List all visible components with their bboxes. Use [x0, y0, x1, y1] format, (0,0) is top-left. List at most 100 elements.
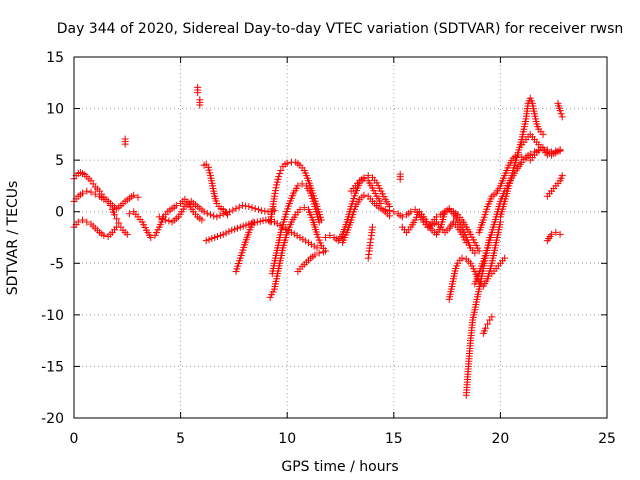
data-point [315, 249, 323, 257]
data-point [518, 153, 526, 161]
data-point [202, 237, 210, 245]
series-arc-y [488, 254, 509, 278]
data-point [232, 205, 240, 213]
data-point [432, 213, 440, 221]
data-point [165, 217, 173, 225]
data-point [194, 89, 202, 97]
data-point [271, 187, 279, 195]
data-point [556, 230, 564, 238]
y-axis-label: SDTVAR / TECUs [5, 181, 21, 296]
data-point [100, 195, 108, 203]
x-tick-label: 10 [278, 431, 296, 447]
data-point [365, 251, 373, 259]
data-point [203, 209, 211, 217]
plot-frame [73, 56, 608, 419]
data-point [526, 150, 534, 158]
data-point [236, 223, 244, 231]
data-point [262, 216, 270, 224]
series-arc-g [202, 216, 321, 252]
data-point [367, 235, 375, 243]
data-point [539, 146, 547, 154]
data-point [205, 236, 213, 244]
data-point [319, 248, 327, 256]
data-point [214, 232, 222, 240]
data-point [162, 216, 170, 224]
data-point [445, 206, 453, 214]
data-point [248, 204, 256, 212]
series-isolated [121, 83, 404, 183]
data-point [556, 146, 564, 154]
data-point [121, 140, 129, 148]
data-point [471, 249, 479, 257]
x-tick-label: 20 [491, 431, 509, 447]
data-point [270, 192, 278, 200]
y-tick-label: 0 [55, 205, 64, 221]
data-point [398, 213, 406, 221]
data-point [441, 208, 449, 216]
data-point [261, 207, 269, 215]
data-point [390, 208, 398, 216]
series-arc-ad [554, 99, 566, 121]
data-point [229, 206, 237, 214]
data-point [231, 225, 239, 233]
data-point [407, 208, 415, 216]
series-arc-p [364, 223, 376, 262]
data-point [83, 218, 91, 226]
series-arc-x [479, 313, 496, 337]
data-point [548, 151, 556, 159]
data-point [219, 230, 227, 238]
data-point [501, 254, 509, 262]
series-arc-w [475, 144, 564, 236]
data-point [130, 191, 138, 199]
series-arc-h [232, 218, 257, 276]
data-point [488, 313, 496, 321]
data-point [249, 218, 257, 226]
data-point [256, 217, 264, 225]
series-arc-b [70, 187, 142, 213]
data-point [113, 223, 121, 231]
data-point [326, 231, 334, 239]
data-point [238, 202, 246, 210]
data-point [258, 207, 266, 215]
data-point [277, 166, 285, 174]
data-point [364, 254, 372, 262]
y-tick-label: -20 [41, 411, 64, 427]
data-point [302, 237, 310, 245]
data-point [296, 234, 304, 241]
data-point [311, 251, 319, 259]
data-point [360, 174, 368, 182]
data-point [364, 172, 372, 180]
x-tick-label: 25 [598, 431, 616, 447]
data-point [271, 189, 279, 197]
data-point [481, 324, 489, 332]
x-tick-label: 0 [70, 431, 79, 447]
data-point [123, 230, 131, 238]
data-point [213, 213, 221, 221]
series-arc-ac [543, 228, 564, 245]
data-point [539, 130, 547, 138]
data-point [307, 240, 315, 248]
data-point [87, 188, 95, 196]
data-point [386, 207, 394, 215]
data-points [70, 83, 566, 399]
data-point [272, 184, 280, 192]
data-point [206, 211, 214, 219]
data-point [305, 239, 313, 247]
data-point [211, 234, 219, 241]
x-tick-label: 15 [385, 431, 403, 447]
series-arc-k [266, 204, 330, 301]
data-point [299, 235, 307, 243]
data-point [322, 234, 330, 241]
data-point [315, 236, 323, 244]
y-tick-label: -10 [41, 308, 64, 324]
data-point [475, 247, 483, 255]
data-point [79, 216, 87, 224]
data-point [115, 219, 123, 227]
data-point [548, 230, 556, 238]
data-point [224, 211, 232, 219]
y-tick-label: 5 [55, 153, 64, 169]
data-point [552, 228, 560, 236]
data-point [360, 191, 368, 199]
data-point [208, 235, 216, 243]
